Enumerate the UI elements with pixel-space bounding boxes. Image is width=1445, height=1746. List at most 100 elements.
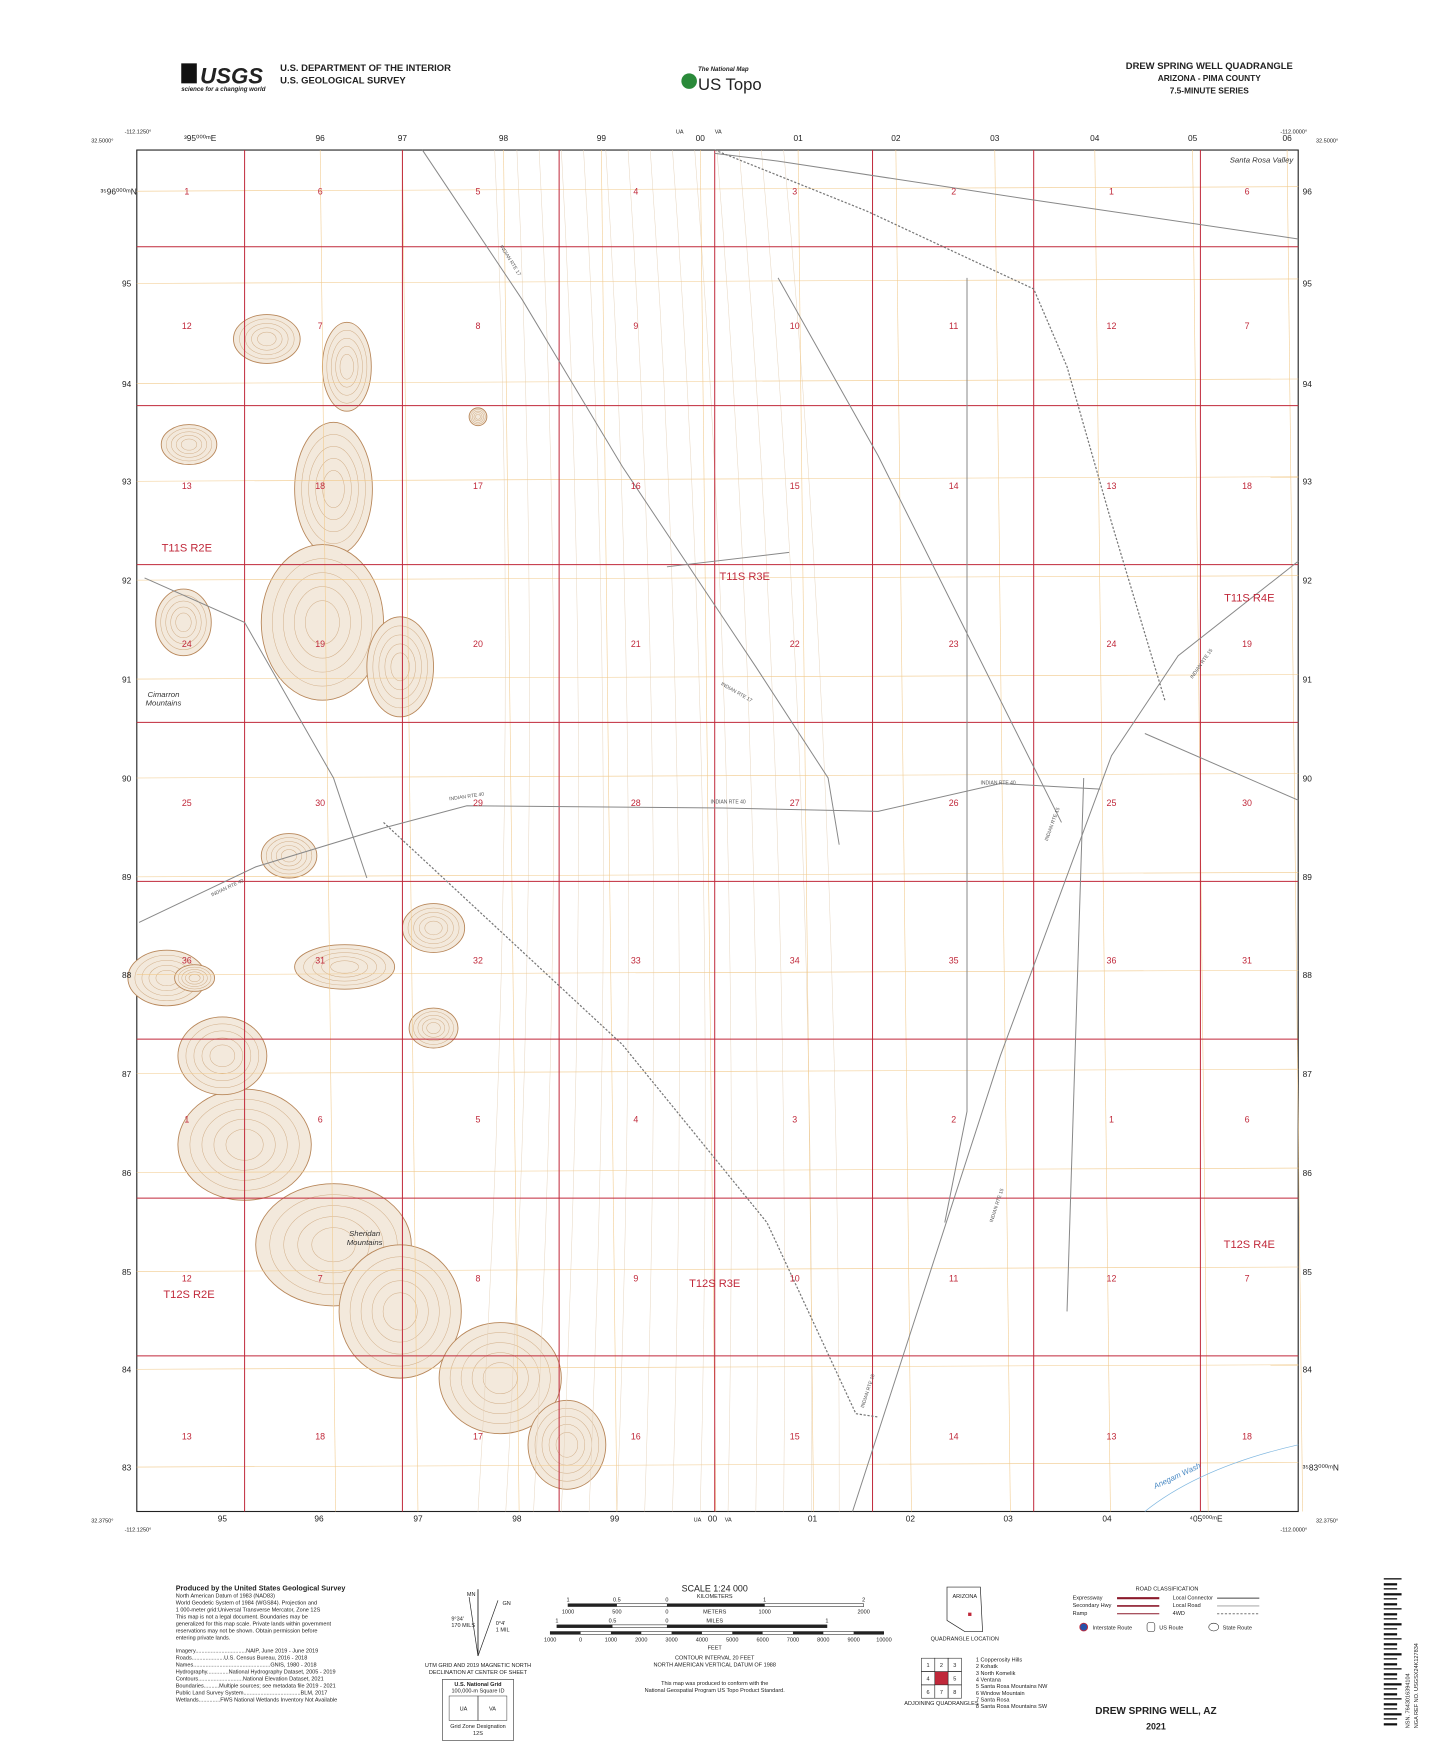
declination-label: 0°4' (496, 1621, 505, 1627)
scale-number: 3000 (665, 1638, 677, 1644)
credit-line: 1 000-meter grid:Universal Transverse Me… (176, 1607, 321, 1613)
contour (561, 150, 579, 1512)
section-number: 17 (473, 1431, 483, 1441)
scale-number: 9000 (847, 1638, 859, 1644)
adjoining-number: 2 (940, 1663, 943, 1669)
contour (371, 1280, 429, 1343)
utm-grid-line (136, 1462, 1299, 1468)
northing-label: 90 (1303, 773, 1313, 783)
contour (303, 948, 386, 986)
road (944, 277, 968, 1223)
contour (605, 150, 629, 1512)
barcode-bar (1383, 1673, 1398, 1676)
contour (417, 1014, 450, 1042)
scale-bar-seg (610, 1631, 642, 1635)
contour (294, 944, 396, 990)
agency-line: U.S. DEPARTMENT OF THE INTERIOR (280, 63, 451, 74)
declination-caption: UTM GRID AND 2019 MAGNETIC NORTH (425, 1663, 531, 1669)
quad-title: DREW SPRING WELL QUADRANGLE (1126, 61, 1293, 72)
section-number: 12 (182, 1273, 192, 1283)
zone-label: VA (715, 129, 722, 135)
scale-bar-seg (671, 1631, 702, 1635)
section-number: 26 (949, 798, 959, 808)
source-line: Names...................................… (176, 1663, 317, 1669)
section-number: 7 (318, 1273, 323, 1283)
contour (185, 1023, 260, 1088)
section-number: 14 (949, 481, 959, 491)
contour (527, 1399, 607, 1490)
utm-grid-line (136, 1364, 1299, 1370)
easting-label: 02 (891, 133, 901, 143)
contour (170, 431, 208, 458)
road (666, 551, 790, 568)
contour (160, 424, 218, 466)
contour (390, 652, 410, 682)
declination-label: GN (502, 1601, 510, 1607)
contour (716, 150, 759, 1512)
place-name: Mountains (347, 1238, 383, 1247)
township-label: T11S R4E (1224, 592, 1274, 604)
northing-label: 87 (122, 1069, 132, 1079)
scale-number: 1 (763, 1598, 766, 1604)
barcode-bar (1383, 1633, 1398, 1636)
easting-label: 03 (1003, 1513, 1013, 1523)
locator-caption: QUADRANGLE LOCATION (931, 1636, 999, 1642)
utm-grid-line (136, 1068, 1299, 1074)
contour (627, 150, 655, 1512)
utm-grid-line (136, 186, 1299, 192)
contour (475, 414, 481, 420)
legend-title: ROAD CLASSIFICATION (1136, 1586, 1199, 1592)
easting-label: ⁴05⁰⁰⁰ᵐE (1189, 1513, 1223, 1523)
section-number: 36 (1107, 956, 1117, 966)
barcode-bar (1383, 1723, 1398, 1726)
contour (321, 321, 372, 412)
barcode-bar (1383, 1698, 1402, 1700)
easting-label: 95 (218, 1513, 228, 1523)
northing-label: 84 (1303, 1365, 1313, 1375)
credit-line: This map is not a legal document. Bounda… (176, 1614, 308, 1620)
easting-label: 97 (398, 133, 408, 143)
contour (165, 427, 213, 462)
section-number: 5 (476, 1115, 481, 1125)
easting-label: 04 (1090, 133, 1100, 143)
section-number: 5 (476, 186, 481, 196)
scale-number: 5000 (726, 1638, 738, 1644)
northing-label: ³⁵83⁰⁰⁰ᵐN (1303, 1462, 1339, 1472)
easting-label: 02 (906, 1513, 916, 1523)
easting-label: 04 (1102, 1513, 1112, 1523)
scale-number: 2000 (635, 1638, 647, 1644)
legend-label: Ramp (1073, 1611, 1088, 1617)
northing-label: 93 (122, 477, 132, 487)
contour (315, 458, 352, 520)
us-topo-text: US Topo (698, 75, 762, 94)
national-map-text: The National Map (698, 66, 749, 73)
scale-number: 1000 (562, 1610, 574, 1616)
northing-label: 91 (122, 674, 132, 684)
contour (372, 625, 428, 709)
northing-label: 88 (122, 970, 132, 980)
section-number: 20 (473, 639, 483, 649)
adjoining-name: 2 Kohatk (976, 1664, 998, 1670)
contour (583, 150, 604, 1512)
contour (339, 354, 354, 380)
section-number: 28 (631, 798, 641, 808)
credit-line: generalized for this map scale. Private … (176, 1621, 332, 1627)
section-number: 18 (315, 481, 325, 491)
contour (272, 558, 373, 687)
scale-number: 2 (862, 1598, 865, 1604)
barcode-bar (1383, 1688, 1398, 1690)
barcode-bar (1383, 1678, 1398, 1680)
scale-number: 1000 (759, 1610, 771, 1616)
place-name: Cimarron (148, 690, 180, 699)
contour (407, 907, 460, 949)
scale-unit: KILOMETERS (697, 1594, 733, 1600)
northing-label: 88 (1303, 970, 1313, 980)
utm-grid-line (136, 278, 1299, 284)
contour (233, 314, 301, 364)
easting-label: 96 (314, 1513, 324, 1523)
northing-label: 86 (122, 1168, 132, 1178)
contour (672, 150, 706, 1512)
section-number: 36 (182, 956, 192, 966)
contour (185, 971, 205, 985)
map-note: NORTH AMERICAN VERTICAL DATUM OF 1988 (653, 1663, 775, 1669)
